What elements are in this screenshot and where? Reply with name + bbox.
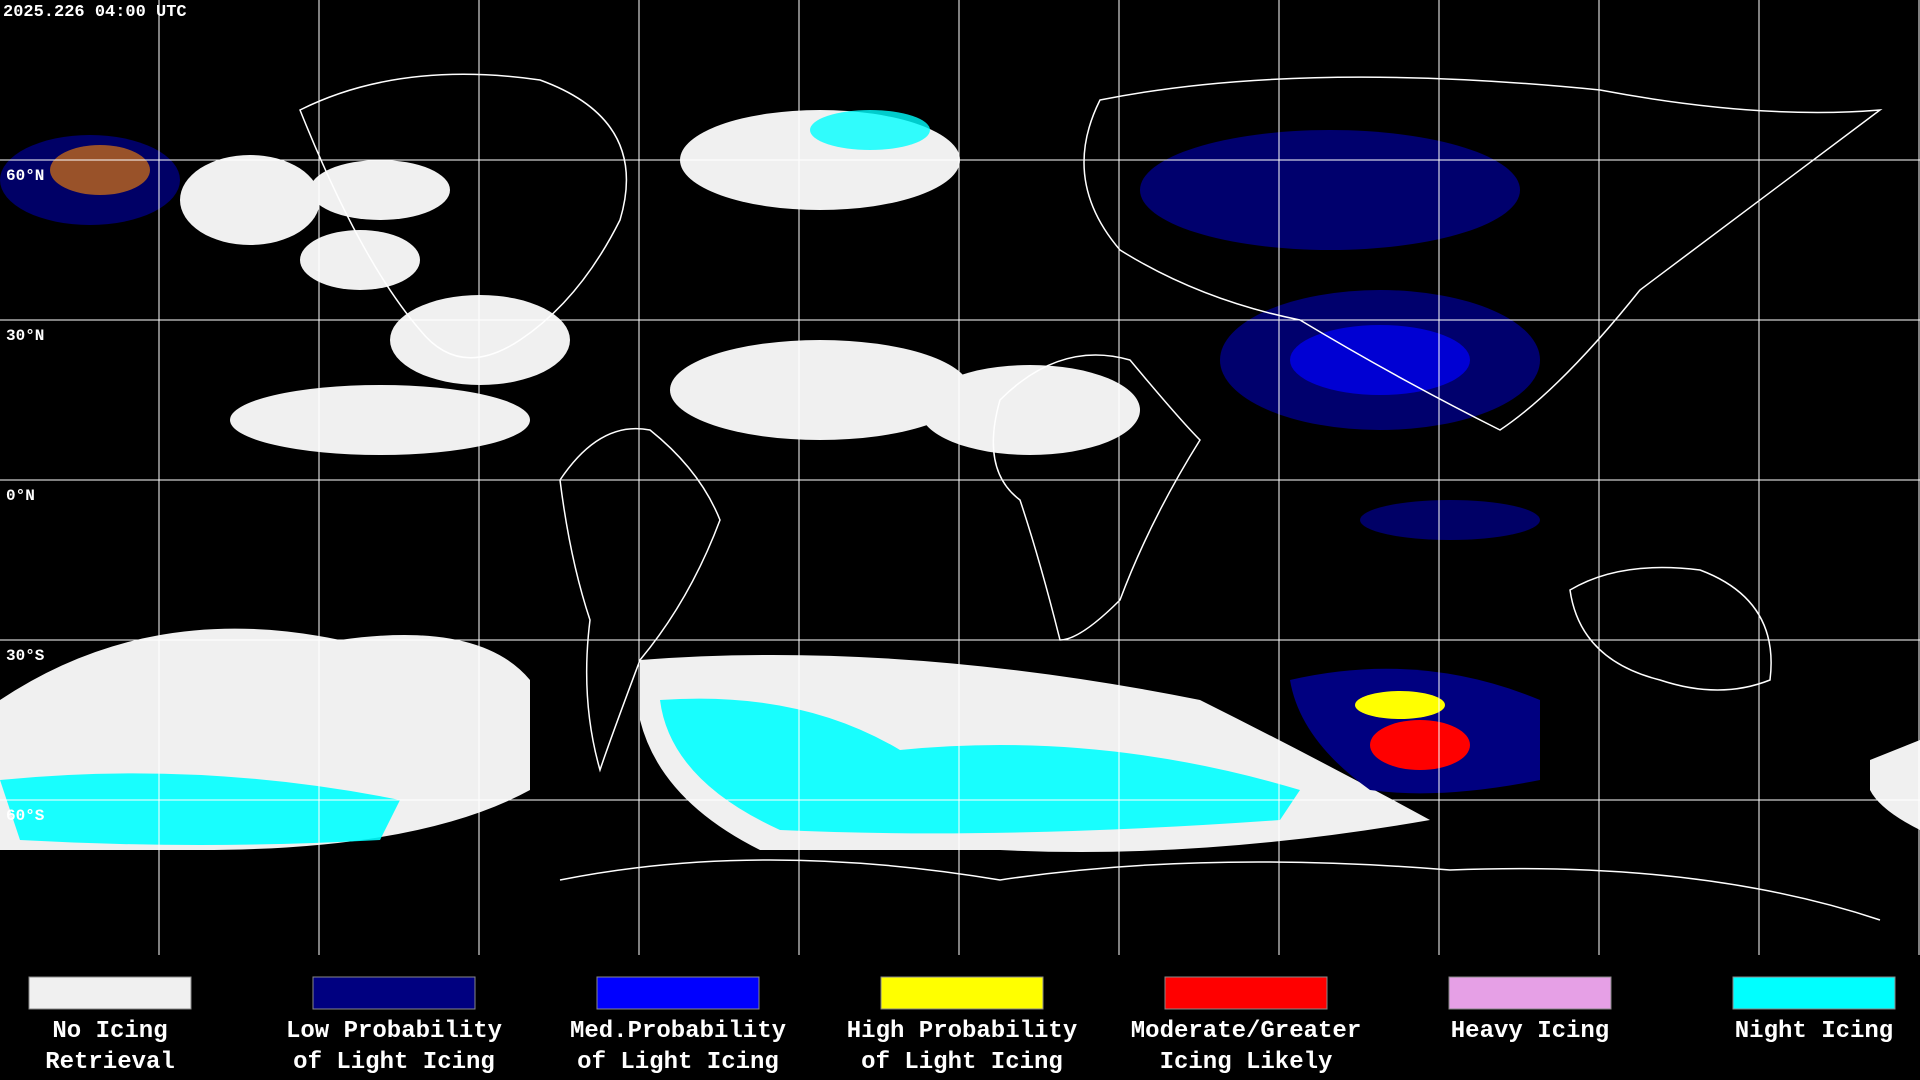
legend: No Icing Retrieval Low Probability of Light… — [28, 976, 1896, 1076]
legend-swatch — [28, 976, 192, 1010]
cloud-area — [230, 385, 530, 455]
legend-label: Low Probability — [286, 1018, 502, 1045]
legend-swatch — [596, 976, 760, 1010]
legend-label: Heavy Icing — [1451, 1018, 1609, 1045]
legend-label: High Probability — [847, 1018, 1077, 1045]
legend-swatch — [312, 976, 476, 1010]
cloud-area — [1290, 325, 1470, 395]
graticule — [0, 0, 1920, 955]
cloud-area — [390, 295, 570, 385]
legend-label: Moderate/Greater — [1131, 1018, 1361, 1045]
legend-label: of Light Icing — [577, 1049, 779, 1076]
latitude-label: 0°N — [6, 487, 35, 505]
latitude-label: 60°N — [6, 167, 44, 185]
legend-swatch — [1448, 976, 1612, 1010]
legend-label: No Icing — [52, 1018, 167, 1045]
cloud-area — [1360, 500, 1540, 540]
coastline — [1569, 566, 1772, 691]
legend-label: Med.Probability — [570, 1018, 786, 1045]
coastline — [559, 427, 721, 773]
legend-label: of Light Icing — [293, 1049, 495, 1076]
cloud-area — [0, 773, 400, 845]
coastlines — [299, 73, 1883, 921]
coastline — [1083, 76, 1883, 431]
latitude-label: 30°N — [6, 327, 44, 345]
legend-swatch — [1732, 976, 1896, 1010]
legend-swatch — [880, 976, 1044, 1010]
cloud-area — [920, 365, 1140, 455]
latitude-label: 60°S — [6, 807, 45, 825]
cloud-area — [1370, 720, 1470, 770]
coastline — [992, 354, 1201, 641]
timestamp: 2025.226 04:00 UTC — [3, 3, 187, 22]
cloud-area — [300, 230, 420, 290]
cloud-area — [50, 145, 150, 195]
cloud-area — [180, 155, 320, 245]
legend-label: Icing Likely — [1160, 1049, 1333, 1076]
latitude-label: 30°S — [6, 647, 45, 665]
legend-label: Retrieval — [45, 1049, 175, 1076]
cloud-area — [1355, 691, 1445, 719]
cloud-area — [810, 110, 930, 150]
legend-label: of Light Icing — [861, 1049, 1063, 1076]
cloud-area — [1140, 130, 1520, 250]
labels: 2025.226 04:00 UTC 60°N 30°N 0°N 30°S 60°S — [3, 3, 187, 825]
coastline — [299, 73, 628, 359]
coastline — [559, 859, 1881, 921]
cloud-area — [670, 340, 970, 440]
legend-label: Night Icing — [1735, 1018, 1893, 1045]
cloud-area — [1870, 740, 1920, 830]
legend-swatch — [1164, 976, 1328, 1010]
cloud-area — [310, 160, 450, 220]
